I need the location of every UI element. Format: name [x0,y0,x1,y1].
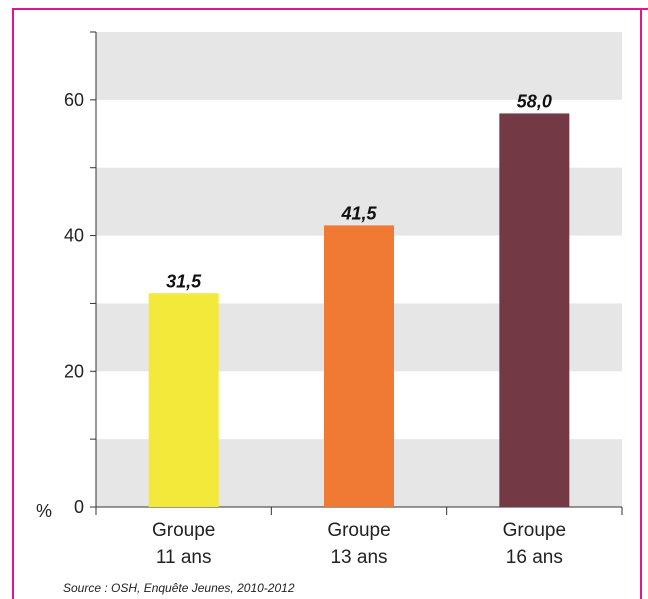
labels: 0 20 40 60% 31,5 Groupe 11 ans 41,5 Groupe 13 ans… [36,90,566,568]
grid-band [96,32,622,100]
x-category-label: 13 ans [330,547,387,568]
y-tick-label: 20 [64,361,84,381]
source-note: Source : OSH, Enquête Jeunes, 2010-2012 [63,581,295,595]
chart-border [12,8,648,599]
bar-value-label: 31,5 [166,271,202,291]
bar-value-label: 41,5 [340,203,377,223]
x-category-label: Groupe [327,520,390,541]
bar-value-label: 58,0 [517,91,552,111]
x-category-label: 16 ans [506,547,563,568]
y-tick-label: 40 [64,226,84,246]
y-unit-label: % [36,501,52,521]
bars [148,113,570,507]
y-tick-label: 60 [64,90,84,110]
bar [499,113,570,507]
bar [148,293,219,507]
x-category-label: 11 ans [156,547,212,568]
x-category-label: Groupe [152,520,215,541]
y-tick-label: 0 [74,497,84,517]
x-category-label: Groupe [503,520,566,541]
bar [324,225,394,507]
